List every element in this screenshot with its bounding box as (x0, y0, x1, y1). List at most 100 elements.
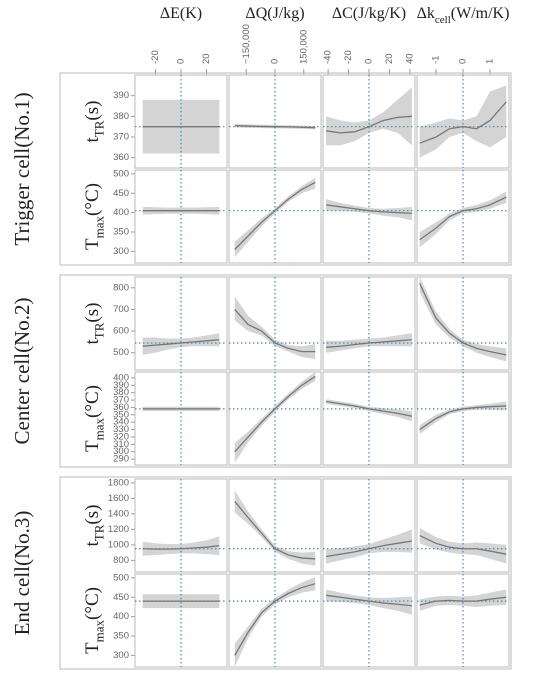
line (419, 596, 507, 606)
line (234, 583, 316, 656)
row-label: Tmax(°C) (82, 587, 107, 654)
panel (322, 276, 416, 371)
line (325, 540, 413, 558)
x-tick-label: 1 (485, 59, 496, 64)
x-tick-label: -40 (323, 50, 334, 64)
y-tick-label: 450 (113, 592, 129, 603)
panel (416, 371, 510, 466)
panel (416, 573, 510, 668)
column-header: ΔQ(J/kg) (245, 5, 304, 22)
line (419, 405, 507, 431)
confidence-band (419, 401, 507, 434)
label-main: ΔC(J/kg/K) (332, 5, 406, 22)
line (234, 124, 316, 129)
label-main: t (82, 136, 103, 142)
y-tick-label: 350 (113, 409, 129, 420)
y-tick-label: 360 (113, 152, 129, 163)
column-header: Δkcell(W/m/K) (417, 5, 510, 26)
label-main: t (82, 540, 103, 546)
y-tick-label: 380 (113, 387, 129, 398)
line (325, 400, 413, 417)
y-tick-label: 800 (113, 282, 129, 293)
group-label: Trigger cell(No.1) (10, 92, 34, 245)
y-tick-label: 500 (113, 168, 129, 179)
line (419, 101, 507, 144)
label-unit: (W/m/K) (451, 5, 510, 22)
x-tick-label: 0 (458, 59, 469, 64)
label-sub: TR (92, 524, 107, 541)
y-tick-label: 330 (113, 424, 129, 435)
y-tick-label: 500 (113, 347, 129, 358)
y-tick-label: 390 (113, 380, 129, 391)
line (142, 545, 220, 550)
confidence-band (419, 589, 507, 611)
label-unit: (s) (82, 303, 103, 323)
panel (228, 74, 322, 169)
line (325, 204, 412, 215)
label-unit: (s) (82, 101, 103, 121)
label-main: ΔQ(J/kg) (245, 5, 304, 22)
y-tick-label: 1600 (108, 493, 129, 504)
group-frame (59, 72, 512, 266)
label-sub: TR (92, 120, 107, 137)
y-tick-label: 310 (113, 439, 129, 450)
y-tick-label: 390 (113, 90, 129, 101)
line (419, 196, 507, 241)
line (234, 375, 316, 453)
group-frame (59, 274, 512, 468)
row-label: tTR(s) (82, 101, 107, 143)
line (325, 115, 412, 134)
label-sub: TR (92, 322, 107, 339)
group-frame (59, 476, 512, 670)
x-tick-label: 0 (176, 59, 187, 64)
y-tick-label: 300 (113, 246, 129, 257)
column-header: ΔC(J/kg/K) (332, 5, 406, 22)
panel (322, 371, 416, 466)
label-main: Δk (417, 5, 435, 22)
confidence-band (234, 177, 316, 258)
x-tick-label: 150,000 (298, 30, 309, 64)
y-tick-label: 1200 (108, 524, 129, 535)
confidence-band (142, 333, 220, 355)
row-label: tTR(s) (82, 303, 107, 345)
y-tick-label: 350 (113, 631, 129, 642)
label-main: t (82, 338, 103, 344)
label-sub: max (92, 417, 107, 440)
x-tick-label: -20 (150, 50, 161, 64)
panel (134, 371, 228, 466)
group-label: End cell(No.3) (10, 511, 34, 636)
confidence-band (419, 191, 507, 248)
confidence-band (142, 536, 220, 556)
label-sub: max (92, 619, 107, 642)
y-tick-label: 350 (113, 227, 129, 238)
y-tick-label: 1800 (108, 477, 129, 488)
line (419, 534, 507, 555)
x-tick-label: 40 (404, 53, 415, 64)
y-tick-label: 320 (113, 431, 129, 442)
y-tick-label: 1400 (108, 508, 129, 519)
label-sub: cell (435, 14, 451, 26)
panel (134, 573, 228, 668)
x-tick-label: −150,000 (241, 24, 252, 64)
y-tick-label: 600 (113, 326, 129, 337)
row-label: Tmax(°C) (82, 183, 107, 250)
y-tick-label: 290 (113, 454, 129, 465)
line (234, 181, 316, 250)
y-tick-label: 450 (113, 188, 129, 199)
y-tick-label: 1000 (108, 539, 129, 550)
panel (416, 169, 510, 264)
y-tick-label: 400 (113, 207, 129, 218)
x-tick-label: -20 (343, 50, 354, 64)
y-tick-label: 400 (113, 611, 129, 622)
line (325, 594, 413, 607)
confidence-band (326, 87, 412, 146)
panel (134, 169, 228, 264)
line (142, 339, 220, 347)
label-unit: (°C) (82, 385, 103, 418)
y-tick-label: 400 (113, 372, 129, 383)
label-unit: (°C) (82, 587, 103, 620)
y-tick-label: 300 (113, 650, 129, 661)
label-main: T (82, 238, 103, 250)
y-tick-label: 700 (113, 304, 129, 315)
